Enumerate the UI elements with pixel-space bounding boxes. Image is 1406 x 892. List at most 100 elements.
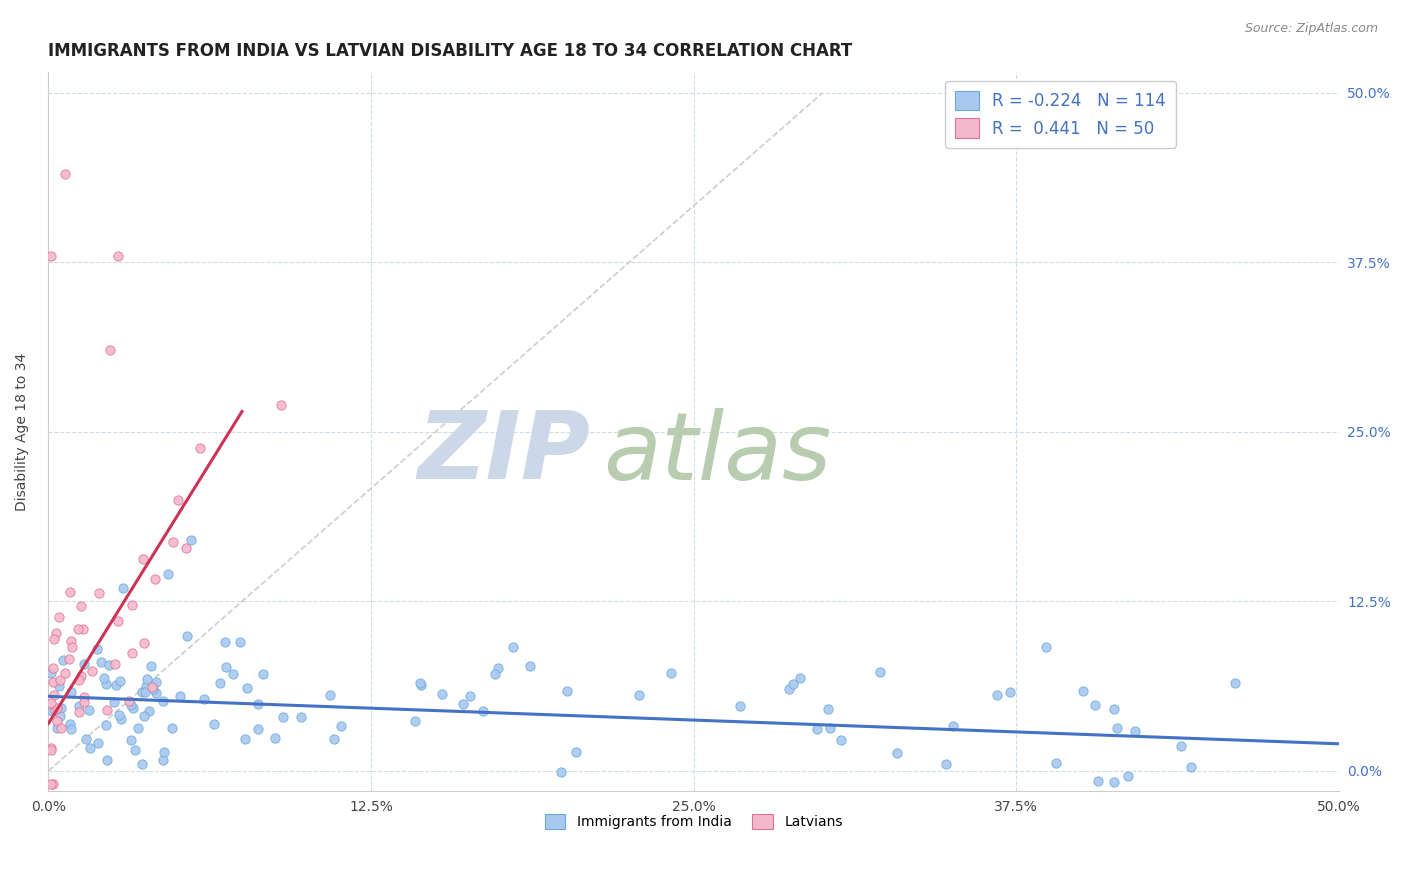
Point (869, 665, 891, 680)
Point (1170, 739, 1192, 753)
Point (52, 652, 75, 666)
Point (141, 659, 163, 673)
Point (41, 704, 63, 718)
Point (152, 745, 174, 759)
Point (166, 493, 188, 508)
Point (193, 692, 215, 706)
Point (39, 777, 62, 791)
Point (659, 665, 682, 680)
Point (98, 658, 121, 673)
Point (107, 248, 129, 262)
Point (778, 682, 800, 697)
Point (215, 660, 238, 674)
Point (75, 731, 97, 746)
Point (451, 698, 474, 712)
Point (789, 671, 811, 685)
Point (143, 572, 166, 586)
Point (79, 741, 101, 756)
Point (127, 721, 149, 735)
Point (77, 703, 100, 717)
Point (886, 746, 908, 760)
Point (90, 655, 112, 669)
Point (141, 680, 163, 694)
Point (96, 753, 118, 767)
Point (39, 740, 62, 755)
Text: Source: ZipAtlas.com: Source: ZipAtlas.com (1244, 22, 1378, 36)
Point (233, 731, 256, 746)
Point (70, 668, 93, 682)
Point (39, 665, 62, 680)
Point (246, 722, 269, 736)
Point (484, 666, 506, 681)
Point (132, 636, 155, 650)
Point (107, 614, 129, 628)
Point (169, 689, 191, 703)
Point (202, 717, 225, 731)
Point (1116, 769, 1139, 783)
Point (45, 626, 67, 640)
Point (409, 678, 432, 692)
Point (131, 757, 153, 772)
Point (39, 743, 62, 757)
Point (42, 675, 65, 690)
Point (247, 697, 270, 711)
Point (502, 640, 524, 654)
Point (108, 673, 131, 688)
Point (409, 675, 432, 690)
Point (628, 689, 651, 703)
Point (1102, 701, 1125, 715)
Point (1102, 774, 1125, 789)
Point (49, 701, 72, 715)
Point (132, 709, 155, 723)
Point (134, 685, 156, 699)
Point (152, 694, 174, 708)
Point (404, 714, 426, 729)
Text: atlas: atlas (603, 408, 831, 499)
Point (188, 441, 211, 455)
Point (319, 688, 342, 702)
Point (67, 673, 90, 687)
Point (162, 534, 184, 549)
Point (160, 721, 183, 735)
Point (67, 705, 90, 719)
Point (214, 634, 236, 648)
Point (98, 343, 121, 358)
Point (121, 599, 143, 613)
Point (142, 681, 165, 696)
Point (471, 704, 494, 718)
Point (93, 672, 115, 686)
Point (49, 709, 72, 723)
Point (48, 679, 70, 693)
Point (45, 721, 67, 735)
Point (136, 672, 159, 686)
Point (44, 632, 66, 647)
Point (1107, 721, 1129, 735)
Point (48, 673, 70, 687)
Point (42, 777, 65, 791)
Point (111, 581, 134, 595)
Point (49, 721, 72, 735)
Point (82, 665, 104, 679)
Point (104, 657, 127, 672)
Y-axis label: Disability Age 18 to 34: Disability Age 18 to 34 (15, 352, 30, 511)
Text: ZIP: ZIP (418, 408, 591, 500)
Point (222, 667, 245, 681)
Point (290, 710, 312, 724)
Point (53, 665, 76, 680)
Point (42, 661, 65, 675)
Point (120, 698, 142, 712)
Point (138, 704, 160, 718)
Point (252, 667, 274, 681)
Point (817, 702, 839, 716)
Point (1045, 756, 1067, 770)
Point (121, 646, 143, 660)
Point (132, 552, 155, 566)
Point (131, 685, 153, 699)
Point (45, 714, 67, 729)
Point (53, 167, 76, 181)
Point (59, 717, 82, 731)
Point (565, 745, 588, 759)
Point (86, 642, 108, 657)
Point (72, 622, 94, 636)
Point (818, 721, 841, 735)
